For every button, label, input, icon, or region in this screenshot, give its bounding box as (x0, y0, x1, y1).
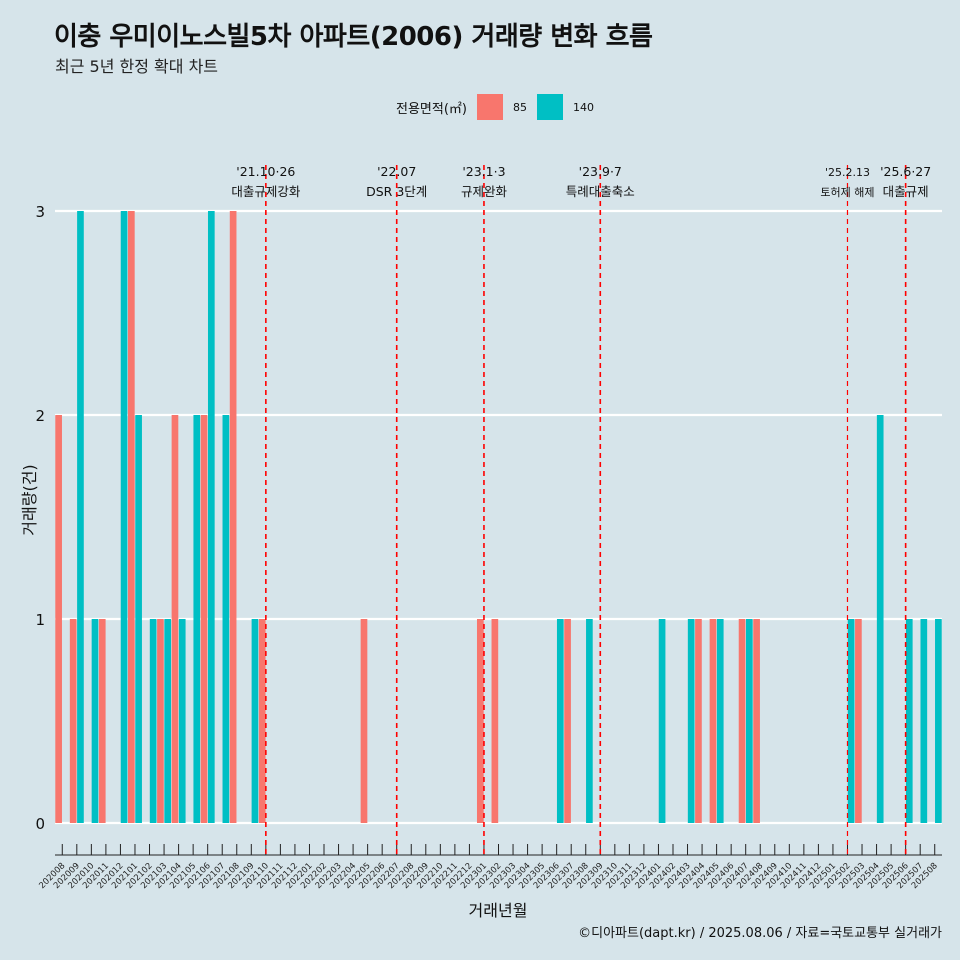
bar-140-202401 (658, 619, 666, 823)
bar-140-202103 (164, 619, 172, 823)
bar-140-202012 (120, 211, 128, 823)
bar-140-202407 (745, 619, 753, 823)
bar-140-202106 (207, 211, 215, 823)
event-desc-label: 토허제 해제 (820, 185, 874, 199)
event-date-label: '21.10·26 (236, 164, 295, 179)
bar-85-202407 (738, 619, 746, 823)
bar-85-202008 (55, 415, 62, 823)
legend-title: 전용면적(㎡) (396, 101, 467, 117)
bar-140-202102 (149, 619, 157, 823)
bar-85-202101 (128, 211, 135, 823)
bar-140-202109 (251, 619, 259, 823)
bar-140-202504 (876, 415, 884, 823)
bar-85-202103 (157, 619, 164, 823)
bar-85-202301 (476, 619, 484, 823)
y-tick-label: 0 (35, 815, 45, 833)
bar-140-202403 (687, 619, 695, 823)
legend-label-140: 140 (572, 100, 594, 114)
bar-140-202405 (716, 619, 724, 823)
bar-140-202010 (91, 619, 99, 823)
bar-140-202506 (905, 619, 913, 823)
event-desc-label: 대출규제강화 (231, 184, 301, 199)
y-tick-label: 1 (35, 611, 45, 629)
bar-140-202508 (935, 619, 942, 823)
legend-key-85 (476, 94, 503, 120)
bar-85-202104 (171, 415, 179, 823)
bar-85-202106 (200, 415, 208, 823)
event-desc-label: 특례대출축소 (566, 184, 635, 199)
source-caption: ©디아파트(dapt.kr) / 2025.08.06 / 자료=국토교통부 실… (578, 926, 942, 941)
bar-85-202302 (491, 619, 499, 823)
bar-140-202502 (847, 619, 855, 823)
x-axis-label: 거래년월 (468, 901, 528, 920)
event-desc-label: 규제완화 (461, 184, 508, 199)
event-date-label: '23.9·7 (579, 164, 622, 179)
bar-140-202009 (77, 211, 84, 823)
legend: 전용면적(㎡) 85 140 (396, 94, 604, 120)
event-date-label: '23.1·3 (462, 164, 505, 179)
event-date-label: '25.2.13 (825, 166, 870, 179)
bar-140-202308 (586, 619, 593, 823)
bar-85-202011 (98, 619, 106, 823)
bar-85-202408 (753, 619, 760, 823)
bar-140-202101 (135, 415, 142, 823)
event-desc-label: DSR 3단계 (366, 184, 427, 199)
bar-140-202105 (193, 415, 201, 823)
bar-85-202503 (855, 619, 862, 823)
y-tick-label: 2 (35, 407, 45, 425)
event-date-label: '25.6·27 (880, 164, 931, 179)
chart-subtitle: 최근 5년 한정 확대 차트 (55, 57, 219, 76)
bar-85-202205 (360, 619, 368, 823)
bar-85-202108 (229, 211, 237, 823)
bar-140-202107 (222, 415, 230, 823)
y-tick-label: 3 (35, 203, 45, 221)
event-desc-label: 대출규제 (883, 184, 929, 199)
bar-85-202307 (564, 619, 571, 823)
bar-85-202009 (69, 619, 77, 823)
legend-label-85: 85 (512, 100, 527, 114)
bar-140-202507 (920, 619, 928, 823)
bar-140-202306 (556, 619, 564, 823)
bar-140-202104 (178, 619, 186, 823)
bar-85-202405 (709, 619, 717, 823)
bar-85-202110 (258, 619, 266, 823)
legend-key-140 (536, 94, 563, 120)
chart-title: 이충 우미이노스빌5차 아파트(2006) 거래량 변화 흐름 (54, 22, 653, 52)
event-date-label: '22.07 (377, 164, 416, 179)
bar-85-202404 (695, 619, 702, 823)
